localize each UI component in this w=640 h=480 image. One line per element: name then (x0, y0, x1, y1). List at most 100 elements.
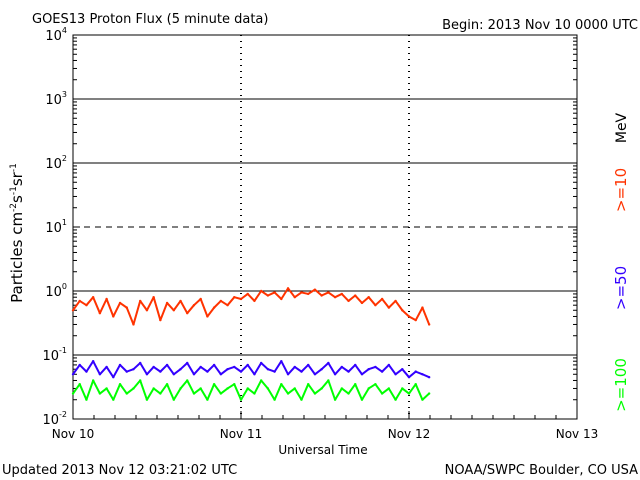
series-2-point (421, 398, 424, 401)
series-0-segment (199, 298, 209, 317)
series-1-segment (179, 362, 188, 370)
series-0-segment (72, 300, 81, 311)
y-axis-title: Particles cm-2s-1sr-1 (8, 163, 26, 303)
series-1-point (414, 370, 417, 373)
series-0-point (199, 297, 202, 301)
y-axis-title-exp3: -1 (9, 163, 19, 172)
series-1-segment (206, 364, 215, 373)
series-1-point (293, 365, 296, 369)
series-2-point (85, 398, 88, 401)
series-0-point (273, 291, 276, 294)
y-tick-base: 10 (42, 413, 59, 428)
series-0-segment (220, 300, 229, 307)
series-1-point (139, 361, 142, 365)
series-1-segment (334, 366, 343, 375)
series-2-segment (347, 383, 357, 395)
series-2-segment (354, 383, 363, 401)
updated-timestamp: Updated 2013 Nov 12 03:21:02 UTC (2, 463, 237, 478)
series-0-segment (287, 287, 296, 298)
series-1-point (407, 375, 411, 379)
series-0-segment (112, 302, 121, 317)
series-2-segment (132, 379, 141, 390)
series-0-point (226, 304, 229, 307)
series-2-point (132, 387, 135, 390)
series-0-point (132, 323, 135, 326)
series-2-point (192, 392, 196, 395)
series-0-point (367, 296, 370, 299)
series-0-segment (294, 291, 303, 299)
series-2-segment (300, 383, 310, 401)
series-2-segment (401, 387, 410, 395)
series-1-point (266, 368, 270, 371)
series-0-point (246, 292, 249, 296)
y-tick-exponent: 2 (62, 154, 67, 163)
y-tick-exponent: -1 (59, 346, 67, 355)
series-1-segment (220, 368, 229, 376)
series-1-segment (233, 366, 242, 373)
series-1-segment (166, 364, 175, 375)
series-1-segment (139, 362, 148, 375)
series-2-point (145, 398, 149, 401)
y-tick-exponent: 3 (62, 90, 67, 99)
series-2-segment (179, 379, 189, 390)
series-2-segment (421, 392, 430, 401)
series-2-point (320, 387, 323, 390)
series-1-point (286, 373, 290, 376)
series-1-segment (341, 366, 350, 373)
series-1-point (172, 373, 175, 376)
series-0-segment (253, 290, 262, 302)
series-0-point (354, 294, 357, 297)
series-2-point (78, 382, 81, 386)
y-tick-base: 10 (42, 349, 59, 364)
series-2-segment (334, 387, 343, 401)
series-0-point (239, 297, 243, 301)
series-1-point (91, 360, 95, 363)
series-0-segment (334, 293, 343, 299)
series-2-point (159, 392, 162, 395)
chart-title: GOES13 Proton Flux (5 minute data) (32, 12, 268, 27)
series-0-point (327, 291, 330, 294)
plot-frame (72, 34, 578, 420)
series-0-point (280, 297, 283, 301)
series-2-point (98, 392, 102, 395)
series-2-segment (227, 383, 235, 390)
y-tick-exponent: -2 (59, 410, 67, 419)
series-0-point (320, 294, 323, 297)
series-1-point (421, 373, 424, 376)
series-0-segment (125, 307, 135, 325)
y-tick-label-1: 10-1 (42, 346, 67, 364)
series-2-segment (414, 383, 424, 401)
series-2-point (394, 398, 397, 401)
series-2-point (165, 382, 169, 386)
series-1-point (380, 370, 384, 373)
series-2-point (186, 379, 189, 382)
y-tick-base: 10 (45, 221, 62, 236)
series-1-segment (327, 362, 336, 375)
series-0-point (374, 304, 377, 307)
series-2-point (125, 392, 128, 395)
series-1-point (307, 363, 310, 367)
series-0-segment (314, 288, 323, 297)
series-0-point (179, 299, 182, 303)
series-0-segment (152, 296, 162, 321)
series-0-segment (159, 302, 169, 321)
series-0-segment (273, 291, 283, 300)
series-1-segment (422, 373, 430, 379)
series-0-point (71, 309, 75, 312)
series-2-point (91, 379, 95, 382)
series-0-point (313, 288, 317, 291)
series-2-point (71, 392, 75, 395)
series-2-point (300, 398, 303, 401)
y-tick-label-6: 104 (45, 26, 67, 44)
series-0-point (219, 299, 223, 303)
series-2-point (259, 379, 263, 382)
series-0-segment (367, 296, 377, 306)
series-2-point (226, 387, 229, 390)
x-tick-label-1: Nov 11 (220, 427, 263, 441)
series-0-point (152, 296, 155, 299)
series-0-segment (179, 300, 189, 314)
series-2-segment (280, 383, 289, 395)
series-2-segment (119, 383, 128, 395)
series-0-point (380, 297, 384, 301)
